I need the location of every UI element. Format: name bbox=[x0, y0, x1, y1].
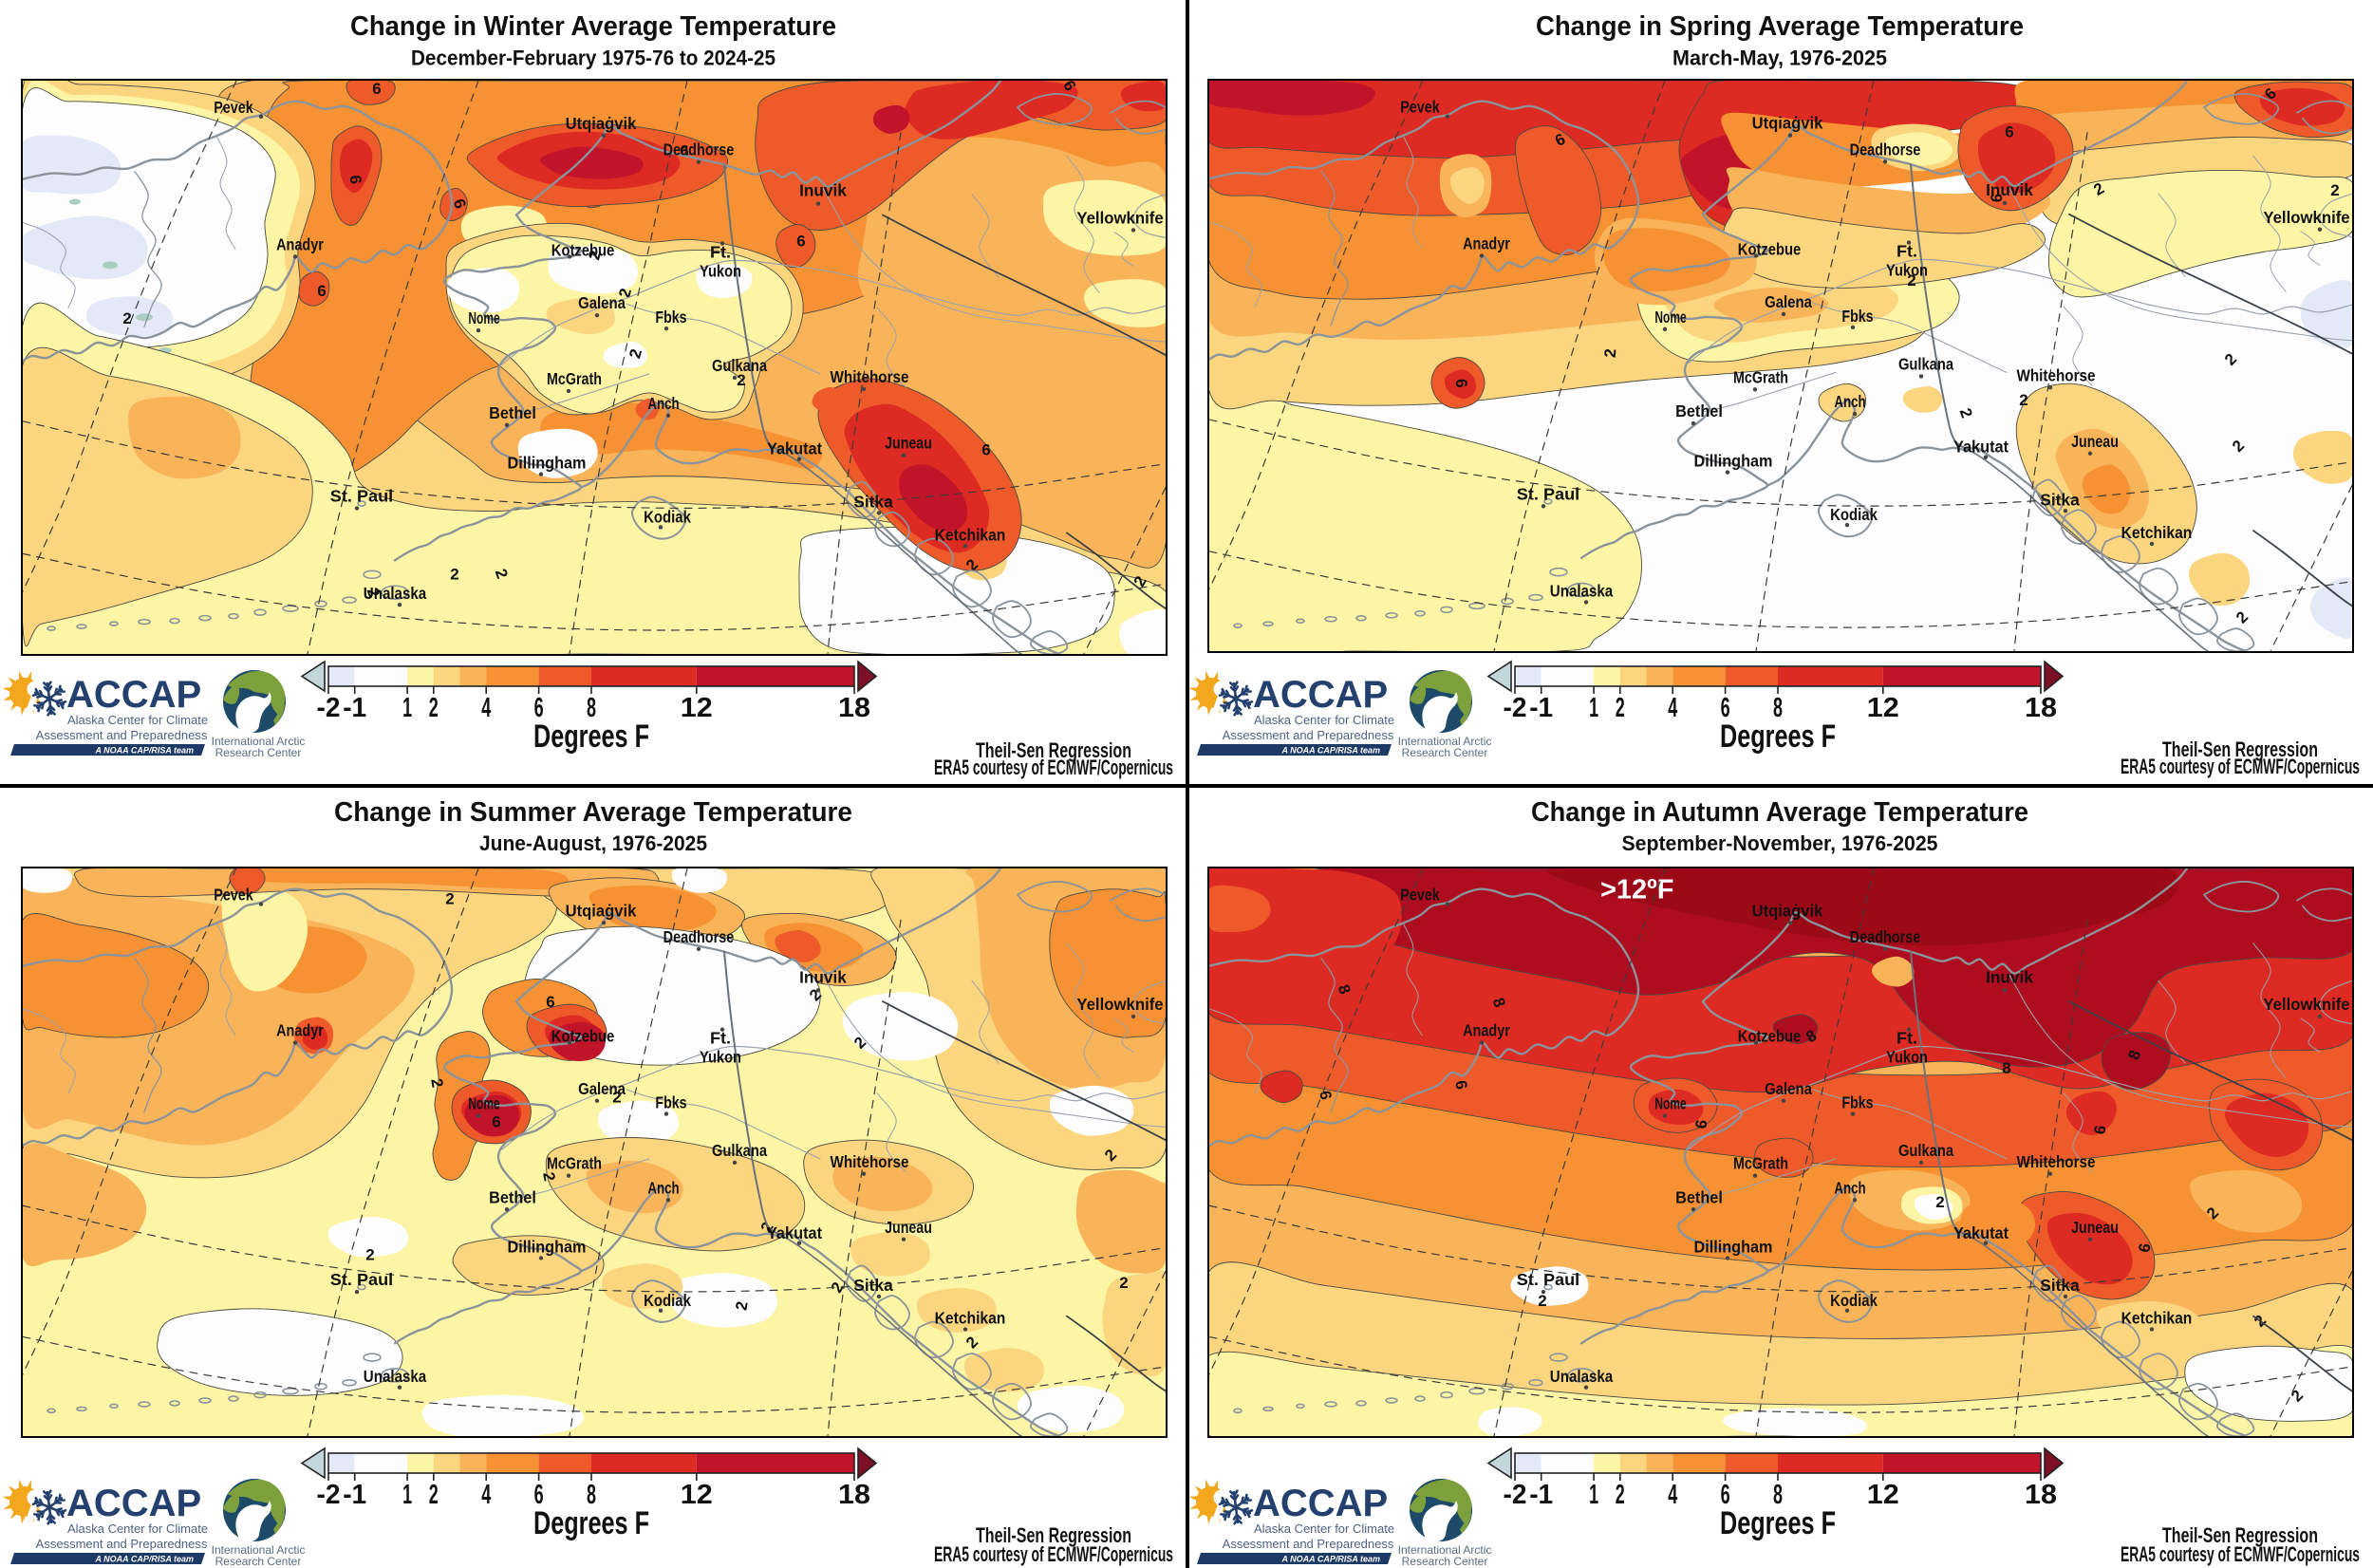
svg-text:2: 2 bbox=[445, 890, 454, 908]
svg-text:ERA5 courtesy of ECMWF/Coperni: ERA5 courtesy of ECMWF/Copernicus bbox=[2121, 755, 2360, 778]
svg-text:6: 6 bbox=[2135, 1241, 2154, 1253]
svg-text:2: 2 bbox=[365, 1246, 374, 1264]
svg-text:Change in Spring Average Tempe: Change in Spring Average Temperature bbox=[1536, 11, 2024, 42]
svg-text:September-November, 1976-2025: September-November, 1976-2025 bbox=[1622, 831, 1938, 855]
svg-text:March-May, 1976-2025: March-May, 1976-2025 bbox=[1672, 47, 1887, 70]
svg-text:6: 6 bbox=[372, 80, 381, 98]
svg-text:Theil-Sen Regression: Theil-Sen Regression bbox=[976, 738, 1131, 762]
svg-text:2: 2 bbox=[1538, 1292, 1546, 1310]
svg-text:2: 2 bbox=[2019, 391, 2027, 409]
svg-text:2: 2 bbox=[427, 1077, 446, 1089]
svg-text:6: 6 bbox=[492, 1112, 500, 1130]
svg-text:2: 2 bbox=[2330, 181, 2339, 199]
svg-text:2: 2 bbox=[1601, 348, 1620, 359]
svg-text:6: 6 bbox=[1452, 378, 1471, 388]
svg-text:6: 6 bbox=[1691, 1118, 1710, 1129]
svg-text:>12ºF: >12ºF bbox=[1600, 875, 1673, 905]
svg-text:ERA5 courtesy of ECMWF/Coperni: ERA5 courtesy of ECMWF/Copernicus bbox=[2121, 1542, 2360, 1566]
svg-text:2: 2 bbox=[450, 565, 458, 583]
svg-text:2: 2 bbox=[1935, 1193, 1944, 1211]
svg-text:Theil-Sen Regression: Theil-Sen Regression bbox=[2162, 737, 2318, 761]
svg-text:ERA5 courtesy of ECMWF/Coperni: ERA5 courtesy of ECMWF/Copernicus bbox=[934, 756, 1173, 779]
svg-text:2: 2 bbox=[732, 1300, 751, 1312]
svg-text:Theil-Sen Regression: Theil-Sen Regression bbox=[2162, 1523, 2318, 1547]
svg-text:6: 6 bbox=[2090, 1124, 2109, 1135]
svg-text:6: 6 bbox=[981, 441, 990, 459]
svg-text:2: 2 bbox=[737, 371, 745, 389]
svg-text:6: 6 bbox=[1316, 1090, 1335, 1101]
svg-text:8: 8 bbox=[2002, 1059, 2010, 1077]
svg-text:Change in Winter Average Tempe: Change in Winter Average Temperature bbox=[350, 11, 836, 42]
svg-text:2: 2 bbox=[539, 1170, 558, 1182]
svg-text:ERA5 courtesy of ECMWF/Coperni: ERA5 courtesy of ECMWF/Copernicus bbox=[934, 1542, 1173, 1566]
svg-text:December-February 1975-76 to 2: December-February 1975-76 to 2024-25 bbox=[411, 47, 775, 70]
svg-text:2: 2 bbox=[122, 309, 131, 327]
svg-text:6: 6 bbox=[1451, 1079, 1470, 1091]
svg-text:2: 2 bbox=[1119, 1274, 1128, 1292]
svg-text:6: 6 bbox=[796, 232, 805, 250]
svg-text:Change in Summer Average Tempe: Change in Summer Average Temperature bbox=[334, 797, 852, 828]
svg-text:2: 2 bbox=[1907, 271, 1915, 289]
svg-text:6: 6 bbox=[2005, 123, 2013, 141]
svg-text:6: 6 bbox=[317, 282, 326, 300]
svg-text:Theil-Sen Regression: Theil-Sen Regression bbox=[976, 1523, 1131, 1547]
svg-text:6: 6 bbox=[546, 993, 554, 1011]
svg-text:Change in Autumn Average Tempe: Change in Autumn Average Temperature bbox=[1531, 797, 2028, 828]
svg-text:6: 6 bbox=[346, 175, 365, 185]
svg-text:June-August, 1976-2025: June-August, 1976-2025 bbox=[479, 831, 707, 855]
